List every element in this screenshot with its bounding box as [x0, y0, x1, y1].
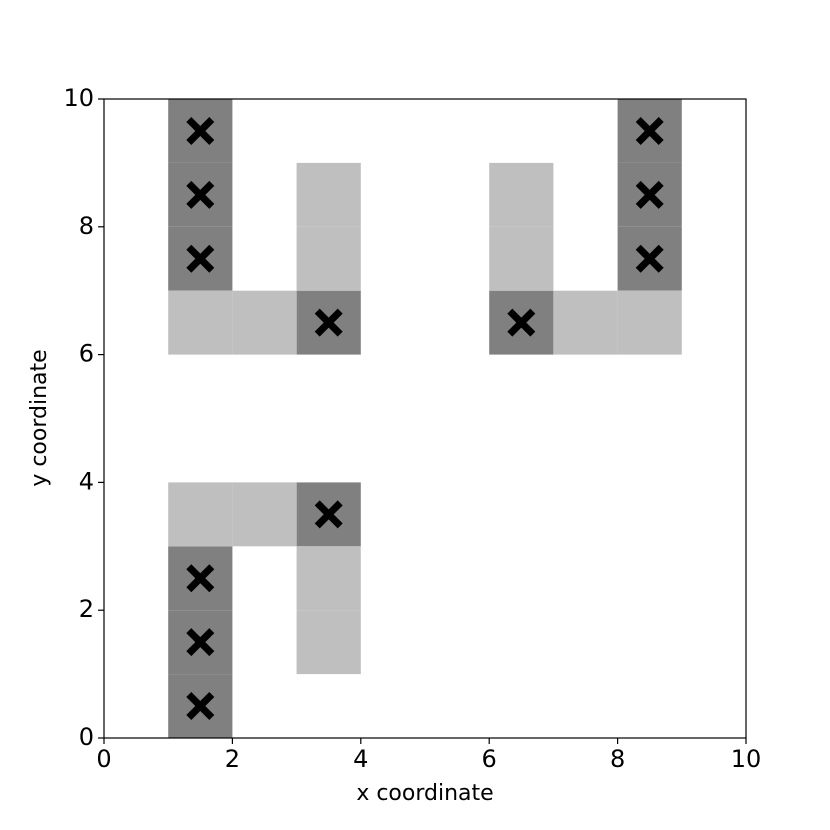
marker: [314, 308, 343, 337]
cell: [296, 162, 361, 227]
x-tick-label: 6: [482, 745, 497, 773]
cell: [489, 226, 554, 291]
cell: [232, 482, 297, 547]
marker: [186, 628, 215, 657]
marker: [186, 180, 215, 209]
cell: [296, 546, 361, 611]
marker: [635, 244, 664, 273]
marker: [635, 180, 664, 209]
cell: [296, 610, 361, 675]
x-tick-label: 8: [610, 745, 625, 773]
x-tick-label: 2: [225, 745, 240, 773]
y-tick-label: 0: [79, 723, 94, 751]
cell: [168, 482, 233, 547]
marker: [635, 116, 664, 145]
y-axis-label: y coordinate: [27, 349, 52, 486]
cell: [553, 290, 618, 355]
cell: [489, 162, 554, 227]
marker: [186, 564, 215, 593]
y-tick-label: 10: [63, 84, 94, 112]
marker: [507, 308, 536, 337]
x-tick-label: 4: [353, 745, 368, 773]
plot-frame: [103, 98, 747, 739]
marker: [186, 244, 215, 273]
x-tick-label: 10: [731, 745, 762, 773]
cell: [296, 226, 361, 291]
cell: [232, 290, 297, 355]
cell: [617, 290, 682, 355]
x-axis-label: x coordinate: [356, 781, 493, 806]
marker: [186, 116, 215, 145]
cell: [168, 290, 233, 355]
y-tick-label: 8: [79, 212, 94, 240]
x-tick-label: 0: [96, 745, 111, 773]
marker: [186, 692, 215, 721]
marker: [314, 500, 343, 529]
y-tick-label: 6: [79, 340, 94, 368]
y-tick-label: 4: [79, 467, 94, 495]
y-tick-label: 2: [79, 595, 94, 623]
